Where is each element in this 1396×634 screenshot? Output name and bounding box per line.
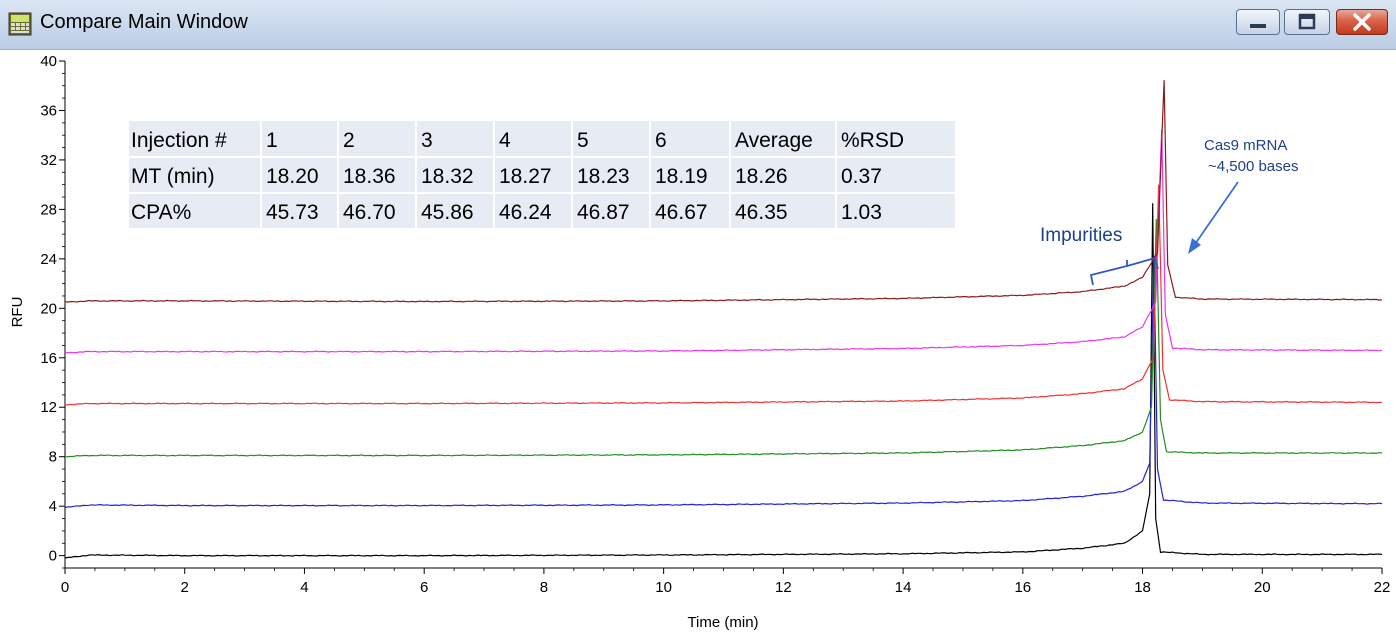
x-tick-label: 20: [1254, 579, 1271, 596]
close-button[interactable]: [1336, 9, 1388, 35]
table-cell: %RSD: [841, 129, 904, 152]
table-row-bg: [129, 121, 955, 156]
table-cell: 46.67: [655, 201, 708, 224]
cas9-label-line2: ~4,500 bases: [1208, 158, 1299, 175]
minimize-button[interactable]: [1236, 9, 1280, 35]
table-cell: 46.87: [577, 201, 630, 224]
table-cell: MT (min): [131, 165, 215, 188]
table-cell: 18.23: [577, 165, 630, 188]
x-tick-label: 4: [300, 579, 308, 596]
maximize-icon: [1298, 13, 1316, 30]
table-cell: 6: [655, 129, 667, 152]
y-tick-label: 16: [40, 350, 57, 367]
table-cell: Injection #: [131, 129, 227, 152]
table-cell: 18.36: [343, 165, 396, 188]
table-cell: 3: [421, 129, 433, 152]
x-tick-label: 22: [1374, 579, 1391, 596]
table-cell: 45.86: [421, 201, 474, 224]
y-tick-label: 20: [40, 300, 57, 317]
cas9-arrow-head: [1188, 238, 1201, 254]
x-tick-label: 6: [420, 579, 428, 596]
x-tick-label: 2: [181, 579, 189, 596]
cas9-arrow-line: [1192, 181, 1239, 248]
table-cell: 46.35: [735, 201, 788, 224]
trace-line: [64, 203, 1383, 559]
table-cell: 1: [266, 129, 278, 152]
chart-traces: [64, 80, 1383, 559]
window-titlebar[interactable]: Compare Main Window: [0, 0, 1396, 50]
cas9-label-line1: Cas9 mRNA: [1204, 137, 1287, 154]
y-tick-label: 40: [40, 53, 57, 70]
results-table: Injection # 1 2 3 4 5 6 Average %RSD MT (min) 18.2…: [129, 121, 955, 228]
table-cell: 18.26: [735, 165, 788, 188]
trace-line: [64, 255, 1383, 509]
minimize-icon: [1250, 24, 1266, 28]
impurities-bracket: [1089, 256, 1159, 286]
cas9-annotation: Cas9 mRNA ~4,500 bases: [1188, 137, 1299, 254]
table-cell: 18.27: [499, 165, 552, 188]
y-tick-label: 0: [49, 548, 57, 565]
y-tick-label: 4: [49, 498, 57, 515]
x-axis-title: Time (min): [687, 614, 758, 630]
x-tick-label: 16: [1014, 579, 1031, 596]
table-cell: 0.37: [841, 165, 882, 188]
x-tick-label: 12: [775, 579, 792, 596]
x-tick-label: 0: [61, 579, 69, 596]
table-cell: 18.32: [421, 165, 474, 188]
y-tick-label: 12: [40, 399, 57, 416]
table-cell: 18.19: [655, 165, 708, 188]
x-tick-label: 14: [895, 579, 912, 596]
window-title: Compare Main Window: [40, 11, 248, 33]
y-tick-label: 28: [40, 201, 57, 218]
table-row-bg: [129, 157, 955, 192]
impurities-label: Impurities: [1040, 225, 1122, 246]
app-window-icon: [8, 12, 32, 36]
x-tick-label: 10: [655, 579, 672, 596]
impurities-annotation: Impurities: [1040, 225, 1159, 286]
table-cell: 46.70: [343, 201, 396, 224]
x-tick-label: 18: [1134, 579, 1151, 596]
trace-line: [64, 219, 1383, 458]
y-tick-label: 8: [49, 449, 57, 466]
table-cell: Average: [735, 129, 813, 152]
table-cell: 5: [577, 129, 589, 152]
y-tick-label: 36: [40, 102, 57, 119]
chart-area: 0 4 8 12 16 20 24 28 32 36 40 0 2 4 6 8 10 12 14 16 18 20 22 R…: [0, 50, 1396, 631]
trace-line: [64, 184, 1383, 406]
close-icon: [1353, 13, 1371, 31]
table-cell: 18.20: [266, 165, 319, 188]
trace-line: [64, 129, 1383, 354]
maximize-button[interactable]: [1284, 9, 1330, 35]
table-cell: CPA%: [131, 201, 191, 224]
table-row-bg: [129, 193, 955, 228]
y-tick-label: 32: [40, 152, 57, 169]
x-tick-label: 8: [540, 579, 548, 596]
table-cell: 45.73: [266, 201, 319, 224]
table-cell: 4: [499, 129, 511, 152]
table-cell: 46.24: [499, 201, 552, 224]
trace-line: [64, 80, 1383, 303]
y-axis-title: RFU: [9, 297, 26, 328]
table-cell: 2: [343, 129, 355, 152]
y-tick-label: 24: [40, 251, 57, 268]
table-cell: 1.03: [841, 201, 882, 224]
